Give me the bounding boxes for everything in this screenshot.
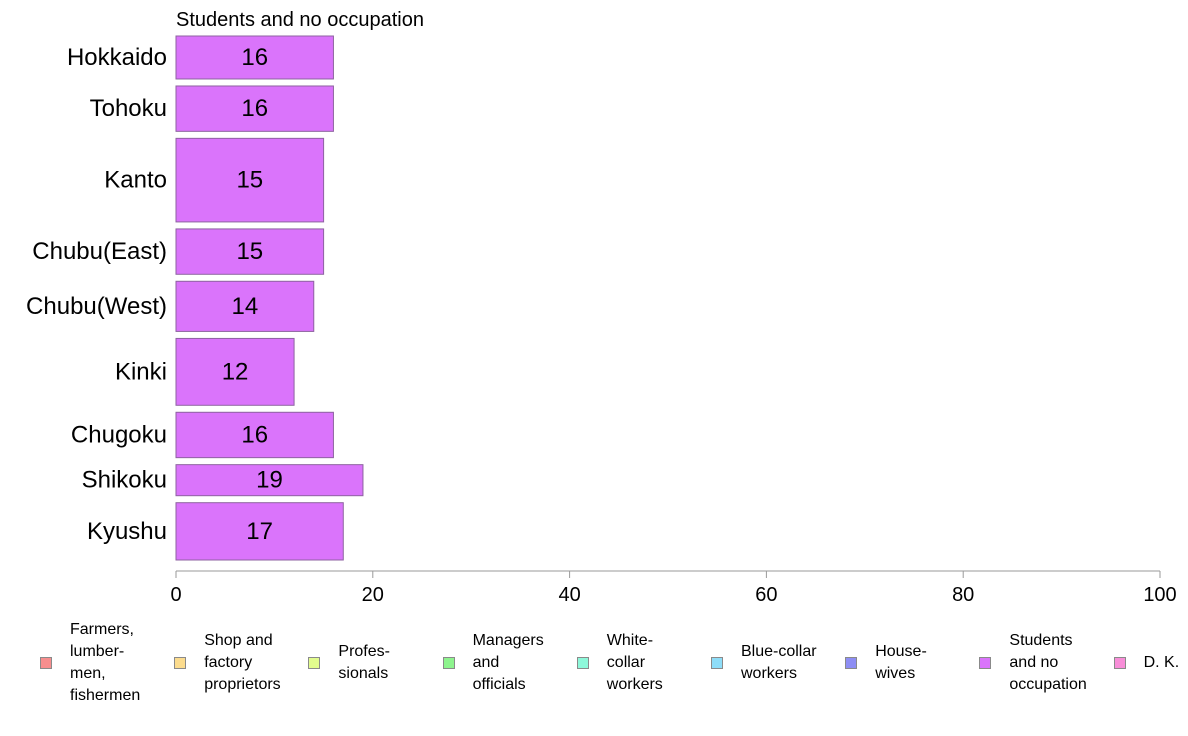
bar-tohoku [175, 85, 334, 132]
legend-swatch [979, 657, 992, 669]
category-label: Tohoku [90, 95, 167, 122]
x-tick-label: 60 [755, 584, 777, 606]
legend-label: Farmers, lumber- men, fishermen [70, 621, 141, 704]
legend-item: D. K. [1113, 618, 1180, 708]
category-label: Kyushu [87, 518, 167, 545]
legend-item: Farmers, lumber- men, fishermen [40, 618, 140, 708]
bar-chubu-west [175, 280, 315, 332]
legend-swatch [845, 657, 858, 669]
legend-label: House- wives [875, 643, 927, 682]
legend-item: Shop and factory proprietors [174, 618, 281, 708]
bar-kinki [175, 337, 295, 406]
legend-item: White- collar workers [576, 618, 663, 708]
data-label: 12 [222, 358, 249, 385]
legend-swatch [40, 657, 52, 669]
legend-label: Managers and officials [472, 632, 544, 693]
bar-chart: Students and no occupation Hokkaido 16 Toh… [26, 9, 1177, 606]
x-tick-label: 80 [952, 584, 974, 606]
x-tick-label: 20 [362, 584, 384, 606]
category-label: Chubu(East) [32, 238, 167, 265]
category-label: Hokkaido [67, 44, 167, 71]
category-label: Kinki [115, 358, 167, 385]
category-label: Kanto [104, 167, 167, 194]
bar-hokkaido [175, 35, 334, 80]
data-label: 16 [241, 421, 268, 448]
legend-swatch [711, 657, 723, 669]
legend-item: Managers and officials [442, 618, 544, 708]
legend: Farmers, lumber- men, fishermen Shop and … [0, 618, 1188, 728]
x-tick-label: 0 [170, 584, 181, 606]
category-label: Chugoku [71, 421, 167, 448]
x-tick-label: 100 [1143, 584, 1176, 606]
data-label: 15 [236, 238, 263, 265]
legend-swatch [174, 657, 187, 669]
bar-kyushu [175, 502, 344, 561]
data-label: 19 [256, 467, 283, 494]
data-label: 17 [246, 518, 273, 545]
legend-item: Blue-collar workers [711, 618, 817, 708]
legend-label: Blue-collar workers [741, 643, 817, 682]
legend-item: Profes- sionals [308, 618, 390, 708]
legend-label: White- collar workers [606, 632, 663, 693]
legend-swatch [576, 657, 589, 669]
category-label: Chubu(West) [26, 293, 167, 320]
data-label: 16 [241, 44, 268, 71]
bar-shikoku [175, 464, 364, 497]
bars-group: Hokkaido 16 Tohoku 16 Kanto 15 Chubu(East) 15 Ch… [26, 35, 364, 561]
data-label: 15 [236, 167, 263, 194]
bar-chubu-east [175, 228, 325, 275]
x-axis: 0 20 40 60 80 100 [170, 570, 1177, 606]
data-label: 14 [232, 293, 259, 320]
legend-swatch [1113, 657, 1126, 669]
data-label: 16 [241, 95, 268, 122]
legend-label: Profes- sionals [338, 643, 390, 682]
legend-label: D. K. [1143, 654, 1180, 671]
legend-item: Students and no occupation [979, 618, 1087, 708]
legend-swatch [442, 657, 455, 669]
bar-chugoku [175, 411, 334, 459]
chart-title: Students and no occupation [176, 9, 424, 31]
bar-kanto [175, 137, 325, 223]
legend-label: Shop and factory proprietors [204, 632, 281, 693]
legend-label: Students and no occupation [1009, 632, 1087, 693]
category-label: Shikoku [82, 467, 167, 494]
legend-swatch [308, 657, 321, 669]
x-tick-label: 40 [558, 584, 580, 606]
legend-item: House- wives [845, 618, 927, 708]
